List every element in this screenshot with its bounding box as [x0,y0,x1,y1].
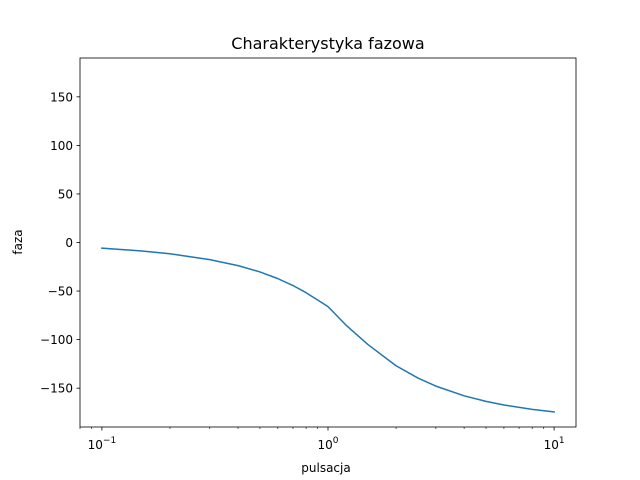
y-tick-label: −100 [40,333,73,347]
y-tick-label: 50 [58,187,73,201]
x-tick-label: 10−1 [88,436,117,452]
axis-ticks: 150 100 50 0 −50 −100 −150 10−1 100 101 [40,90,565,452]
chart-title: Charakterystyka fazowa [231,34,424,53]
x-tick-label: 101 [544,436,565,452]
y-tick-label: 100 [50,139,73,153]
x-tick-label: 100 [317,436,338,452]
y-tick-label: 0 [65,236,73,250]
y-tick-label: 150 [50,90,73,104]
x-axis-label: pulsacja [301,461,350,475]
series-line-0 [101,247,555,413]
y-tick-label: −150 [40,382,73,396]
y-axis-label: faza [11,229,25,254]
y-tick-label: −50 [48,285,73,299]
